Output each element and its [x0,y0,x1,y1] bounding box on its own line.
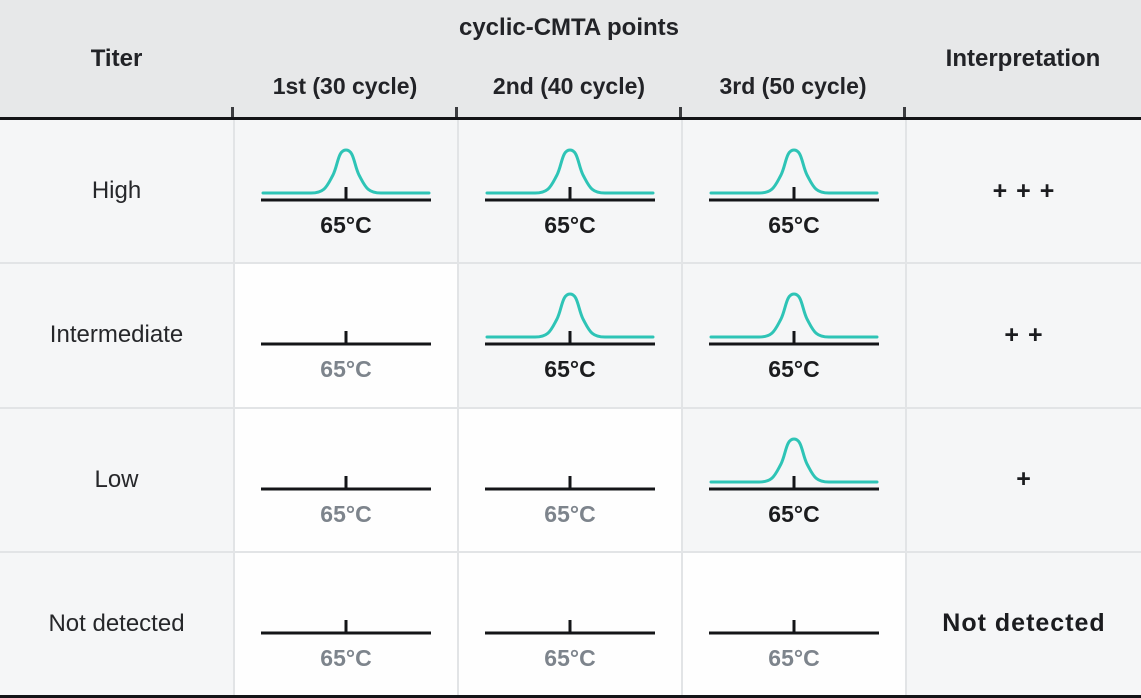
melt-curve-chart [709,148,879,202]
melt-curve-cell: 65°C [681,120,905,263]
temp-label: 65°C [768,212,820,239]
header-cmta-group: cyclic-CMTA points 1st (30 cycle) 2nd (4… [233,0,905,117]
header-cycle-2: 2nd (40 cycle) [492,72,646,99]
melt-curve-cell: 65°C [457,408,681,551]
interpretation-value: Not detected [905,552,1141,695]
melt-curve-chart [485,148,655,202]
melt-curve-cell: 65°C [681,408,905,551]
melt-curve-cell: 65°C [233,264,457,407]
header-cycle-1: 1st (30 cycle) [272,72,418,99]
header-cycle-3: 3rd (50 cycle) [719,72,867,99]
melt-curve-chart [261,475,431,491]
temp-label: 65°C [320,356,372,383]
header-interpretation: Interpretation [945,44,1101,72]
header-group-title: cyclic-CMTA points [458,13,680,41]
melt-curve-cell: 65°C [457,120,681,263]
melt-curve-cell: 65°C [233,120,457,263]
temp-label: 65°C [768,644,820,671]
interpretation-value: + + + [905,120,1141,263]
temp-label: 65°C [544,500,596,527]
melt-curve-cell: 65°C [233,552,457,695]
melt-curve-cell: 65°C [233,408,457,551]
header-divider-tick [903,107,906,117]
melt-curve-chart [261,331,431,346]
melt-curve-chart [709,437,879,491]
interpretation-value: + + [905,264,1141,407]
temp-label: 65°C [544,644,596,671]
temp-label: 65°C [768,500,820,527]
titer-label: Low [0,408,233,551]
melt-curve-chart [485,292,655,346]
table-body: High 65°C 65°C [0,120,1141,695]
melt-curve-chart [485,475,655,491]
table-row-low: Low 65°C 65°C [0,406,1141,551]
melt-curve-cell: 65°C [457,264,681,407]
header-divider-tick [679,107,682,117]
melt-curve-chart [709,292,879,346]
melt-curve-cell: 65°C [681,552,905,695]
melt-curve-cell: 65°C [457,552,681,695]
interpretation-value: + [905,408,1141,551]
titer-label: High [0,120,233,263]
temp-label: 65°C [320,212,372,239]
temp-label: 65°C [320,500,372,527]
header-divider-tick [455,107,458,117]
header-titer: Titer [90,44,143,72]
temp-label: 65°C [768,356,820,383]
header-cycle-row: 1st (30 cycle) 2nd (40 cycle) 3rd (50 cy… [233,55,905,117]
titer-label: Intermediate [0,264,233,407]
melt-curve-chart [709,619,879,635]
temp-label: 65°C [544,356,596,383]
table-row-high: High 65°C 65°C [0,120,1141,263]
table-header: Titer cyclic-CMTA points 1st (30 cycle) … [0,0,1141,120]
temp-label: 65°C [320,644,372,671]
table-row-not-detected: Not detected 65°C 65°C [0,550,1141,695]
melt-curve-chart [261,148,431,202]
melt-curve-cell: 65°C [681,264,905,407]
table-row-intermediate: Intermediate 65°C 65°C [0,262,1141,407]
melt-curve-chart [261,619,431,635]
melt-curve-chart [485,619,655,635]
temp-label: 65°C [544,212,596,239]
header-divider-tick [231,107,234,117]
titer-label: Not detected [0,552,233,695]
